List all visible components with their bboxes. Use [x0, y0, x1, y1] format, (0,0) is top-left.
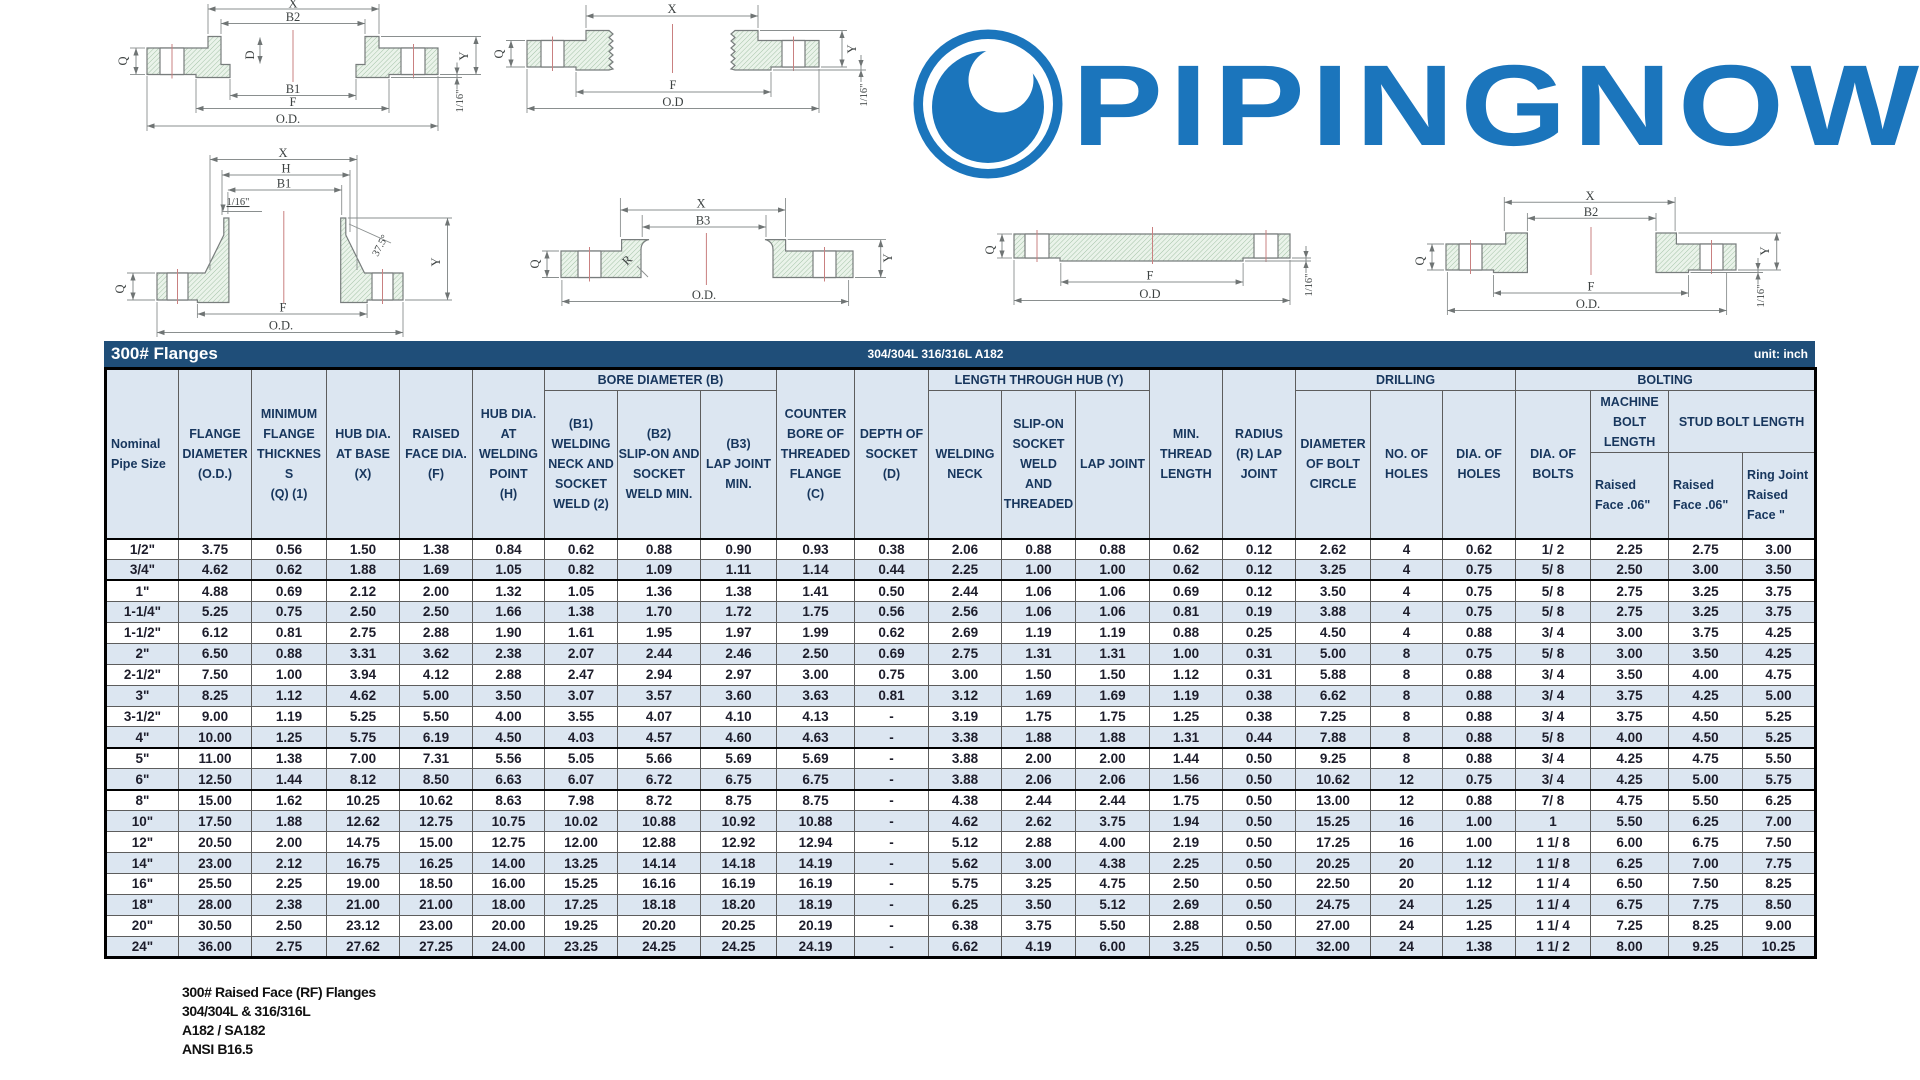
- svg-text:Q: Q: [528, 259, 542, 268]
- svg-text:O.D: O.D: [1139, 287, 1160, 301]
- svg-text:1/16": 1/16": [1756, 285, 1767, 308]
- svg-text:X: X: [1585, 189, 1594, 203]
- svg-text:B1: B1: [277, 177, 292, 191]
- svg-text:37.5°: 37.5°: [371, 233, 391, 258]
- svg-text:Q: Q: [113, 284, 127, 293]
- svg-text:B2: B2: [286, 10, 301, 24]
- svg-text:Q: Q: [116, 56, 130, 65]
- svg-text:F: F: [1588, 279, 1595, 293]
- svg-text:X: X: [696, 197, 705, 211]
- svg-text:Q: Q: [1413, 256, 1427, 265]
- svg-text:F: F: [670, 78, 677, 92]
- svg-text:Y: Y: [845, 44, 859, 53]
- svg-text:F: F: [290, 95, 297, 109]
- svg-text:X: X: [278, 146, 287, 160]
- svg-text:1/16": 1/16": [227, 197, 250, 208]
- svg-text:Y: Y: [881, 253, 895, 262]
- svg-text:X: X: [288, 0, 297, 11]
- svg-text:O.D.: O.D.: [692, 288, 716, 302]
- svg-text:H: H: [281, 161, 290, 175]
- svg-text:Y: Y: [429, 257, 443, 266]
- svg-text:1/16": 1/16": [455, 90, 466, 113]
- svg-text:Q: Q: [983, 245, 997, 254]
- svg-text:O.D.: O.D.: [269, 319, 293, 333]
- svg-text:D: D: [243, 50, 257, 59]
- svg-text:O.D.: O.D.: [1576, 297, 1600, 311]
- svg-text:F: F: [280, 301, 287, 315]
- svg-text:Y: Y: [457, 51, 471, 60]
- svg-text:Q: Q: [492, 49, 506, 58]
- svg-text:B3: B3: [696, 214, 711, 228]
- svg-text:O.D: O.D: [662, 95, 683, 109]
- svg-text:B2: B2: [1584, 205, 1599, 219]
- svg-text:1/16": 1/16": [859, 84, 870, 107]
- svg-text:O.D.: O.D.: [276, 112, 300, 126]
- svg-text:Y: Y: [1758, 246, 1772, 255]
- svg-text:X: X: [667, 2, 676, 16]
- svg-text:F: F: [1147, 269, 1154, 283]
- svg-text:B1: B1: [286, 82, 301, 96]
- svg-text:1/16": 1/16": [1304, 274, 1315, 297]
